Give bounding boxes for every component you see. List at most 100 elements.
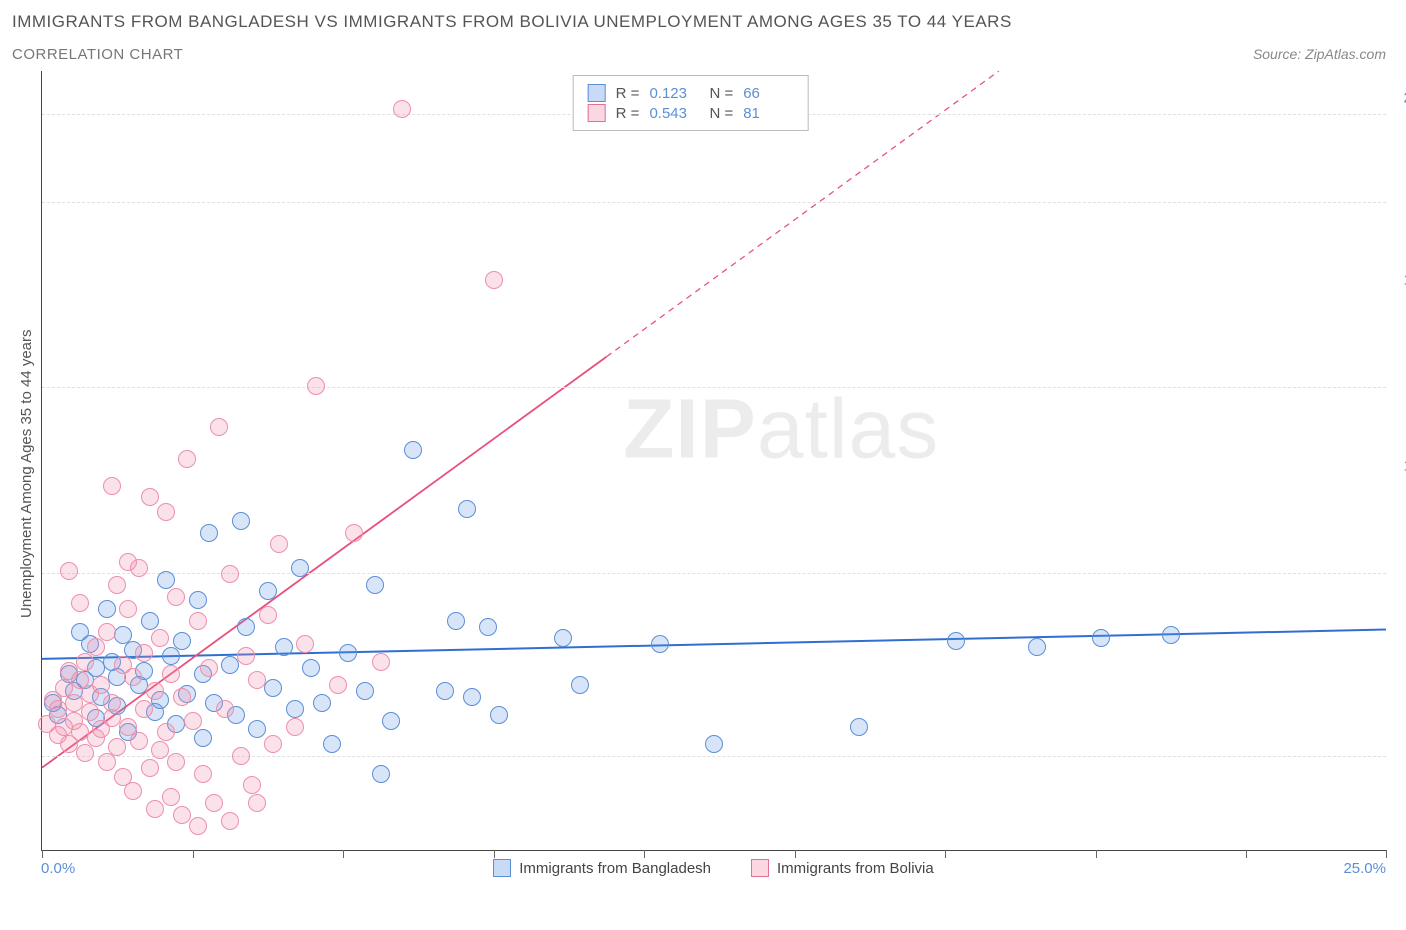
legend-swatch	[588, 84, 606, 102]
data-point	[1162, 626, 1180, 644]
data-point	[184, 712, 202, 730]
data-point	[248, 720, 266, 738]
data-point	[135, 644, 153, 662]
data-point	[194, 765, 212, 783]
grid-line	[42, 202, 1386, 203]
legend-swatch	[493, 859, 511, 877]
data-point	[436, 682, 454, 700]
data-point	[189, 817, 207, 835]
data-point	[221, 812, 239, 830]
data-point	[200, 659, 218, 677]
data-point	[296, 635, 314, 653]
scatter-plot: ZIPatlas R =0.123N =66R =0.543N =81 6.3%…	[41, 71, 1386, 851]
stats-legend-row: R =0.123N =66	[588, 84, 794, 102]
r-label: R =	[616, 85, 640, 102]
data-point	[162, 647, 180, 665]
x-tick	[1096, 850, 1097, 858]
data-point	[302, 659, 320, 677]
x-tick	[1386, 850, 1387, 858]
data-point	[205, 794, 223, 812]
data-point	[189, 591, 207, 609]
data-point	[92, 676, 110, 694]
x-axis-max: 25.0%	[1306, 860, 1386, 877]
n-value: 66	[743, 85, 793, 102]
data-point	[270, 535, 288, 553]
data-point	[146, 800, 164, 818]
data-point	[393, 100, 411, 118]
data-point	[372, 765, 390, 783]
r-value: 0.543	[649, 105, 699, 122]
chart-subtitle: CORRELATION CHART	[12, 46, 1253, 63]
data-point	[947, 632, 965, 650]
x-tick	[644, 850, 645, 858]
data-point	[124, 782, 142, 800]
legend-swatch	[588, 104, 606, 122]
data-point	[119, 600, 137, 618]
data-point	[705, 735, 723, 753]
data-point	[323, 735, 341, 753]
data-point	[103, 477, 121, 495]
data-point	[264, 679, 282, 697]
legend-label: Immigrants from Bangladesh	[519, 860, 711, 877]
data-point	[554, 629, 572, 647]
data-point	[210, 418, 228, 436]
x-tick	[945, 850, 946, 858]
data-point	[571, 676, 589, 694]
data-point	[221, 565, 239, 583]
data-point	[372, 653, 390, 671]
data-point	[447, 612, 465, 630]
data-point	[200, 524, 218, 542]
y-axis-label: Unemployment Among Ages 35 to 44 years	[12, 71, 41, 877]
data-point	[87, 638, 105, 656]
grid-line	[42, 387, 1386, 388]
data-point	[141, 612, 159, 630]
data-point	[216, 700, 234, 718]
x-tick	[1246, 850, 1247, 858]
data-point	[157, 723, 175, 741]
legend-item: Immigrants from Bangladesh	[493, 859, 711, 877]
data-point	[232, 512, 250, 530]
data-point	[173, 806, 191, 824]
data-point	[98, 753, 116, 771]
x-tick	[494, 850, 495, 858]
n-label: N =	[709, 105, 733, 122]
data-point	[382, 712, 400, 730]
data-point	[189, 612, 207, 630]
data-point	[339, 644, 357, 662]
data-point	[151, 741, 169, 759]
data-point	[313, 694, 331, 712]
data-point	[221, 656, 239, 674]
n-label: N =	[709, 85, 733, 102]
data-point	[178, 450, 196, 468]
data-point	[194, 729, 212, 747]
data-point	[275, 638, 293, 656]
data-point	[167, 753, 185, 771]
x-tick	[193, 850, 194, 858]
data-point	[124, 668, 142, 686]
data-point	[485, 271, 503, 289]
data-point	[71, 594, 89, 612]
n-value: 81	[743, 105, 793, 122]
data-point	[76, 653, 94, 671]
x-tick	[343, 850, 344, 858]
data-point	[173, 632, 191, 650]
data-point	[651, 635, 669, 653]
data-point	[237, 618, 255, 636]
data-point	[81, 703, 99, 721]
y-tick-label: 25.0%	[1391, 90, 1406, 107]
data-point	[458, 500, 476, 518]
data-point	[286, 700, 304, 718]
data-point	[173, 688, 191, 706]
x-tick	[795, 850, 796, 858]
data-point	[98, 600, 116, 618]
chart-title: IMMIGRANTS FROM BANGLADESH VS IMMIGRANTS…	[12, 12, 1386, 32]
data-point	[259, 606, 277, 624]
data-point	[141, 759, 159, 777]
data-point	[108, 576, 126, 594]
y-tick-label: 18.8%	[1391, 272, 1406, 289]
data-point	[259, 582, 277, 600]
stats-legend-row: R =0.543N =81	[588, 104, 794, 122]
y-tick-label: 12.5%	[1391, 457, 1406, 474]
legend-swatch	[751, 859, 769, 877]
data-point	[119, 553, 137, 571]
